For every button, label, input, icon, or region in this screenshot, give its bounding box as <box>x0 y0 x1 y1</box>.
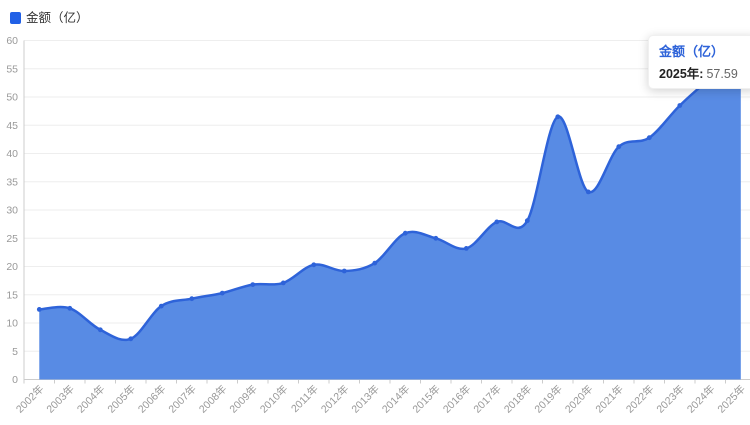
y-axis-label: 0 <box>12 374 18 386</box>
tooltip-value: 57.59 <box>706 67 738 81</box>
x-axis-label: 2024年 <box>684 382 717 415</box>
data-point[interactable] <box>555 114 561 120</box>
y-axis-label: 15 <box>6 289 18 301</box>
tooltip-row: 2025年: 57.59 <box>659 63 747 82</box>
x-axis-label: 2018年 <box>501 382 534 415</box>
tooltip-series-label: 2025年: <box>659 67 704 81</box>
data-point[interactable] <box>97 327 103 333</box>
x-axis-label: 2025年 <box>715 382 748 415</box>
x-axis-label: 2002年 <box>13 382 46 415</box>
x-axis-label: 2008年 <box>196 382 229 415</box>
x-axis-label: 2009年 <box>227 382 260 415</box>
x-axis-label: 2005年 <box>105 382 138 415</box>
y-axis-label: 45 <box>6 120 18 132</box>
y-axis-label: 10 <box>6 318 18 330</box>
data-point[interactable] <box>677 103 683 108</box>
x-axis-label: 2007年 <box>166 382 199 415</box>
legend-item[interactable]: 金额（亿） <box>10 11 89 25</box>
y-axis-label: 5 <box>12 346 18 358</box>
tooltip-title: 金额（亿） <box>659 44 725 59</box>
data-point[interactable] <box>219 290 225 296</box>
data-point[interactable] <box>36 307 42 312</box>
x-axis-label: 2019年 <box>532 382 565 415</box>
data-point[interactable] <box>67 305 73 311</box>
x-axis-label: 2014年 <box>379 382 412 415</box>
x-axis-label: 2006年 <box>135 382 168 415</box>
x-axis-label: 2020年 <box>562 382 595 415</box>
x-axis-label: 2023年 <box>654 382 687 415</box>
y-axis-label: 55 <box>6 63 18 75</box>
data-point[interactable] <box>616 144 622 150</box>
x-axis-label: 2017年 <box>471 382 504 415</box>
data-point[interactable] <box>280 280 286 286</box>
data-point[interactable] <box>402 230 408 236</box>
x-axis-label: 2022年 <box>623 382 656 415</box>
data-point[interactable] <box>372 260 378 266</box>
x-axis-label: 2011年 <box>288 382 321 415</box>
legend-swatch-icon <box>10 12 21 24</box>
data-point[interactable] <box>433 235 439 241</box>
data-point[interactable] <box>463 246 469 251</box>
tooltip: 金额（亿） 2025年: 57.59 <box>648 35 750 89</box>
y-axis-label: 25 <box>6 233 18 245</box>
data-point[interactable] <box>494 219 500 225</box>
y-axis-label: 40 <box>6 148 18 160</box>
data-point[interactable] <box>585 189 591 195</box>
y-axis-label: 60 <box>6 35 18 47</box>
data-point[interactable] <box>189 296 195 302</box>
y-axis-label: 35 <box>6 176 18 188</box>
x-axis-label: 2015年 <box>410 382 443 415</box>
data-point[interactable] <box>646 135 652 141</box>
x-axis-label: 2010年 <box>257 382 290 415</box>
y-axis-label: 20 <box>6 261 18 273</box>
data-point[interactable] <box>311 262 317 268</box>
data-point[interactable] <box>128 336 134 342</box>
x-axis-label: 2021年 <box>593 382 626 415</box>
data-point[interactable] <box>158 303 164 309</box>
legend-label: 金额（亿） <box>26 11 89 25</box>
x-axis-label: 2013年 <box>349 382 382 415</box>
y-axis-label: 50 <box>6 92 18 104</box>
x-axis-label: 2003年 <box>44 382 77 415</box>
data-point[interactable] <box>341 268 347 274</box>
data-point[interactable] <box>250 282 256 287</box>
x-axis-label: 2004年 <box>74 382 107 415</box>
x-axis-label: 2012年 <box>318 382 351 415</box>
x-axis-label: 2016年 <box>440 382 473 415</box>
series-area-fill <box>39 54 741 380</box>
data-point[interactable] <box>524 218 530 224</box>
y-axis-label: 30 <box>6 205 18 217</box>
